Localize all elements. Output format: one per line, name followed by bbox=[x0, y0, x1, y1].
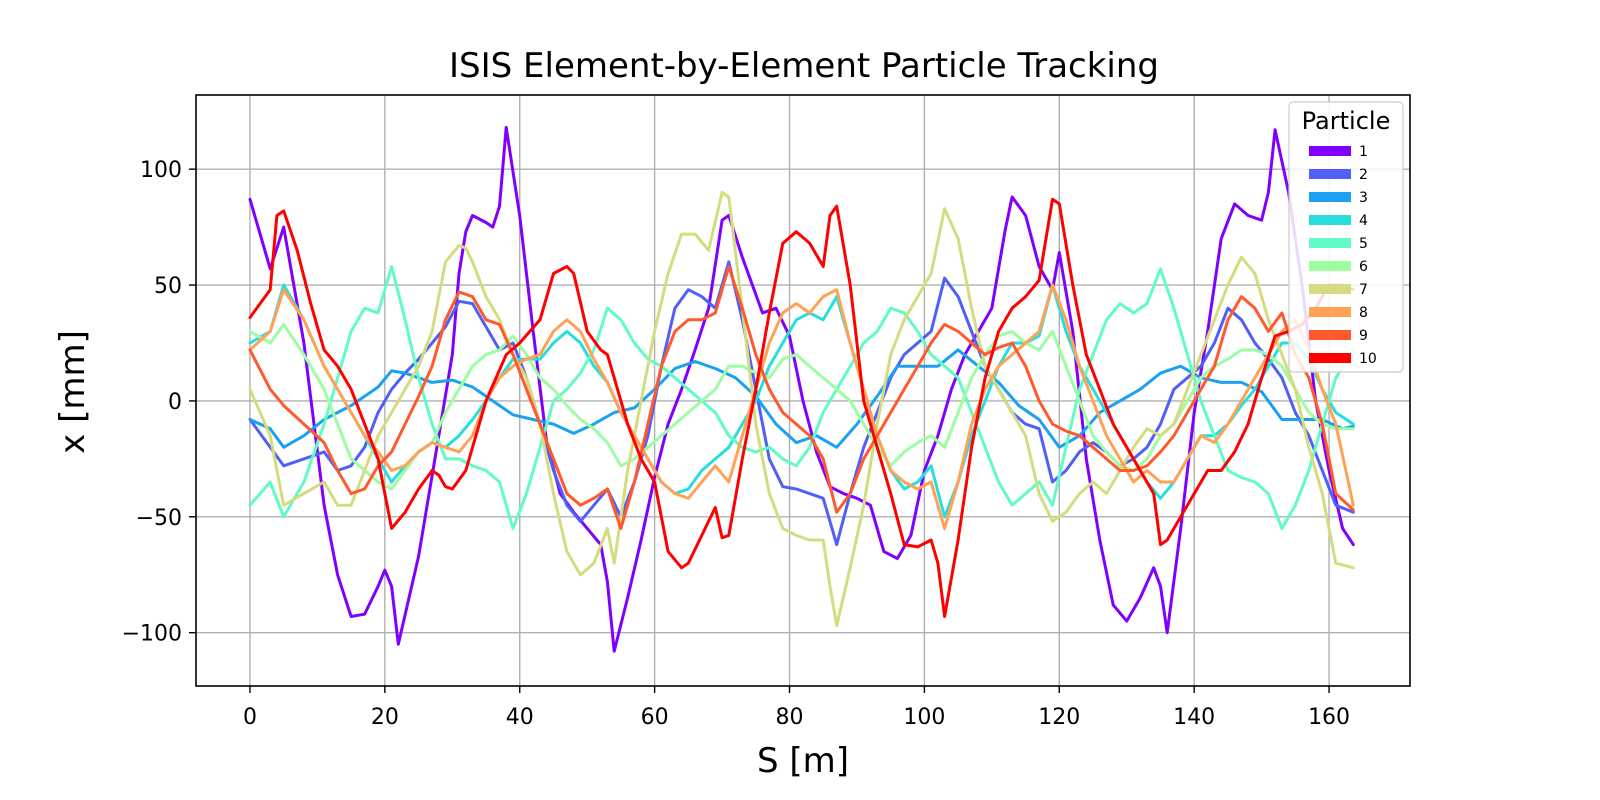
legend-swatch-particle-8 bbox=[1309, 307, 1351, 317]
grid bbox=[196, 95, 1410, 686]
legend-label-particle-9: 9 bbox=[1359, 328, 1368, 344]
x-tick-label: 60 bbox=[641, 705, 669, 730]
legend: Particle 1 2 3 4 5 6 7 8 9 10 bbox=[1288, 101, 1404, 373]
legend-label-particle-2: 2 bbox=[1359, 167, 1368, 183]
series-line-particle-5 bbox=[248, 265, 1355, 530]
legend-swatch-particle-7 bbox=[1309, 284, 1351, 294]
legend-label-particle-6: 6 bbox=[1359, 259, 1368, 275]
x-tick-label: 0 bbox=[243, 705, 257, 730]
legend-label-particle-1: 1 bbox=[1359, 144, 1368, 160]
legend-swatch-particle-6 bbox=[1309, 261, 1351, 271]
series-line-particle-3 bbox=[248, 348, 1355, 449]
legend-label-particle-5: 5 bbox=[1359, 236, 1368, 252]
legend-swatch-particle-3 bbox=[1309, 192, 1351, 202]
y-tick-label: 0 bbox=[168, 390, 182, 415]
legend-label-particle-3: 3 bbox=[1359, 190, 1368, 206]
x-tick-label: 40 bbox=[506, 705, 534, 730]
chart-title: ISIS Element-by-Element Particle Trackin… bbox=[449, 46, 1159, 86]
x-tick-label: 120 bbox=[1038, 705, 1080, 730]
series-line-particle-8 bbox=[248, 283, 1355, 530]
y-tick-label: −100 bbox=[122, 622, 182, 647]
y-tick-label: 50 bbox=[154, 274, 182, 299]
x-tick-label: 100 bbox=[903, 705, 945, 730]
legend-label-particle-7: 7 bbox=[1359, 282, 1368, 298]
x-tick-label: 80 bbox=[776, 705, 804, 730]
legend-swatch-particle-1 bbox=[1309, 146, 1351, 156]
y-axis-label: x [mm] bbox=[53, 330, 93, 454]
series-lines bbox=[248, 125, 1355, 653]
series-line-particle-10 bbox=[248, 197, 1355, 618]
y-tick-label: −50 bbox=[136, 506, 182, 531]
legend-title: Particle bbox=[1302, 107, 1391, 135]
x-axis-label: S [m] bbox=[757, 741, 849, 781]
x-tick-label: 140 bbox=[1173, 705, 1215, 730]
series-line-particle-2 bbox=[248, 260, 1355, 547]
axis-ticks: 0 20 40 60 80 100 120 140 160 −100 −50 0 50 100 bbox=[122, 158, 1351, 730]
legend-swatch-particle-4 bbox=[1309, 215, 1351, 225]
x-tick-label: 20 bbox=[371, 705, 399, 730]
legend-label-particle-8: 8 bbox=[1359, 305, 1368, 321]
y-tick-label: 100 bbox=[140, 158, 182, 183]
series-line-particle-7 bbox=[248, 190, 1355, 628]
series-line-particle-9 bbox=[248, 265, 1355, 530]
legend-label-particle-10: 10 bbox=[1359, 351, 1377, 367]
legend-swatch-particle-2 bbox=[1309, 169, 1351, 179]
legend-swatch-particle-9 bbox=[1309, 330, 1351, 340]
plot-frame bbox=[195, 94, 1411, 687]
legend-swatch-particle-10 bbox=[1309, 353, 1351, 363]
legend-swatch-particle-5 bbox=[1309, 238, 1351, 248]
series-line-particle-1 bbox=[248, 125, 1355, 653]
x-tick-label: 160 bbox=[1308, 705, 1350, 730]
legend-label-particle-4: 4 bbox=[1359, 213, 1368, 229]
